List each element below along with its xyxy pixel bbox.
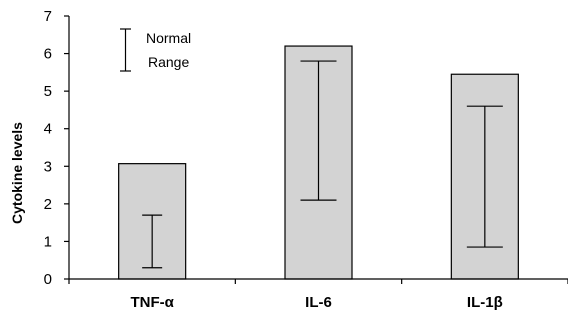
y-tick-label: 3 — [44, 158, 52, 175]
legend-text-line1: Normal — [146, 30, 191, 46]
y-tick-label: 6 — [44, 46, 52, 63]
y-axis-title: Cytokine levels — [9, 122, 25, 224]
y-axis: 0 1 2 3 4 5 6 7 — [44, 8, 70, 288]
x-category-label: IL-6 — [305, 294, 332, 311]
y-tick-label: 7 — [44, 8, 52, 25]
x-category-label: TNF-α — [130, 294, 174, 311]
x-axis: TNF-α IL-6 IL-1β — [68, 278, 568, 311]
normal-range-markers — [142, 60, 503, 269]
y-tick-label: 2 — [44, 196, 52, 213]
legend: Normal Range — [120, 28, 191, 72]
x-category-label: IL-1β — [467, 294, 503, 311]
y-tick-label: 5 — [44, 83, 52, 100]
y-tick-label: 4 — [44, 121, 52, 138]
y-tick-label: 0 — [44, 271, 52, 288]
legend-text-line2: Range — [148, 54, 189, 70]
y-tick-label: 1 — [44, 233, 52, 250]
